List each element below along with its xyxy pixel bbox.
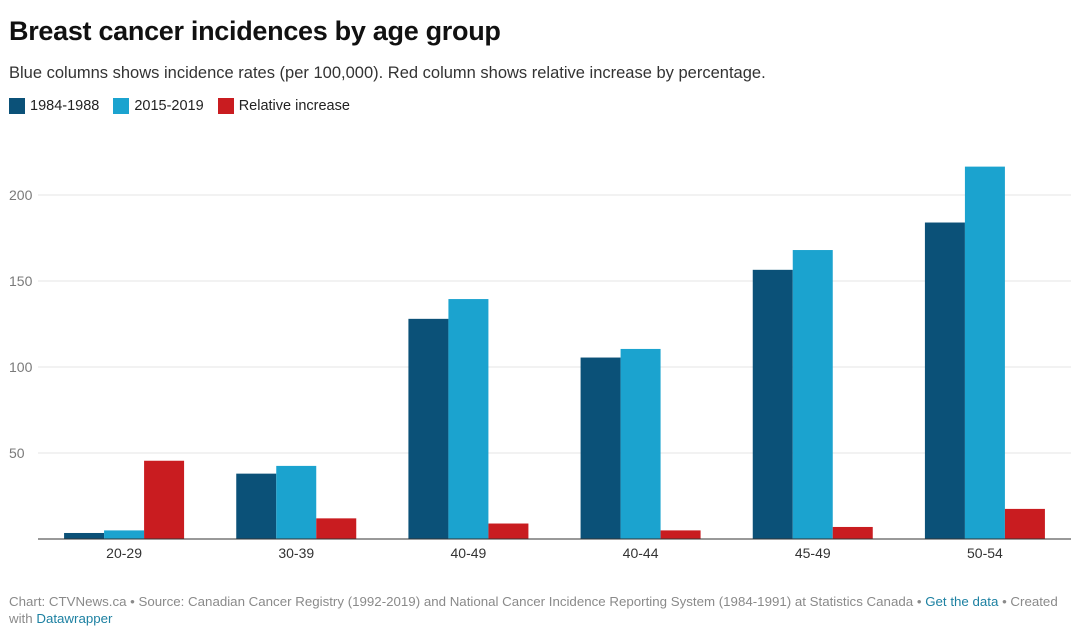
bar-1984-1988 <box>408 318 449 539</box>
bar-2015-2019 <box>104 530 145 539</box>
legend: 1984-1988 2015-2019 Relative increase <box>9 98 364 114</box>
legend-swatch <box>9 98 25 114</box>
legend-label: 2015-2019 <box>134 98 204 114</box>
bar-relative-increase <box>488 523 529 539</box>
bar-2015-2019 <box>620 348 661 539</box>
get-the-data-link[interactable]: Get the data <box>925 594 999 609</box>
footer-source-text: Chart: CTVNews.ca • Source: Canadian Can… <box>9 594 926 609</box>
legend-label: Relative increase <box>238 98 350 114</box>
bar-2015-2019 <box>276 465 317 539</box>
legend-swatch <box>113 98 130 114</box>
y-tick-label: 200 <box>9 187 33 203</box>
legend-item-relative-increase: Relative increase <box>217 98 350 114</box>
legend-item-1984-1988: 1984-1988 <box>9 98 99 114</box>
chart-title: Breast cancer incidences by age group <box>9 16 501 46</box>
x-tick-label: 50-54 <box>967 545 1003 561</box>
bar-1984-1988 <box>580 357 621 539</box>
chart-subtitle: Blue columns shows incidence rates (per … <box>9 64 766 82</box>
legend-item-2015-2019: 2015-2019 <box>113 98 204 114</box>
bar-relative-increase <box>1004 508 1045 539</box>
bar-2015-2019 <box>792 250 833 539</box>
x-tick-label: 45-49 <box>795 545 831 561</box>
bar-relative-increase <box>660 530 701 539</box>
x-tick-label: 40-49 <box>451 545 487 561</box>
datawrapper-link[interactable]: Datawrapper <box>36 611 113 626</box>
bar-1984-1988 <box>752 269 793 539</box>
y-tick-label: 100 <box>9 359 33 375</box>
bar-1984-1988 <box>64 532 105 539</box>
bar-relative-increase <box>144 460 185 539</box>
x-tick-label: 30-39 <box>278 545 314 561</box>
footer-created-text: • Created with <box>9 594 1058 626</box>
x-tick-label: 20-29 <box>106 545 142 561</box>
x-tick-label: 40-44 <box>623 545 659 561</box>
bar-2015-2019 <box>448 299 489 539</box>
y-tick-label: 150 <box>9 273 33 289</box>
bar-1984-1988 <box>236 473 277 539</box>
bar-relative-increase <box>832 526 873 539</box>
legend-swatch <box>217 98 234 114</box>
bar-relative-increase <box>316 518 357 539</box>
legend-label: 1984-1988 <box>30 98 100 114</box>
bar-1984-1988 <box>924 222 965 539</box>
chart-footer: Chart: CTVNews.ca • Source: Canadian Can… <box>9 593 1074 627</box>
bar-2015-2019 <box>964 166 1005 539</box>
bar-chart: 50 100 150 200 20-29 30-39 40-49 40-44 45-49 50-5… <box>9 166 1071 561</box>
y-tick-label: 50 <box>9 445 25 461</box>
